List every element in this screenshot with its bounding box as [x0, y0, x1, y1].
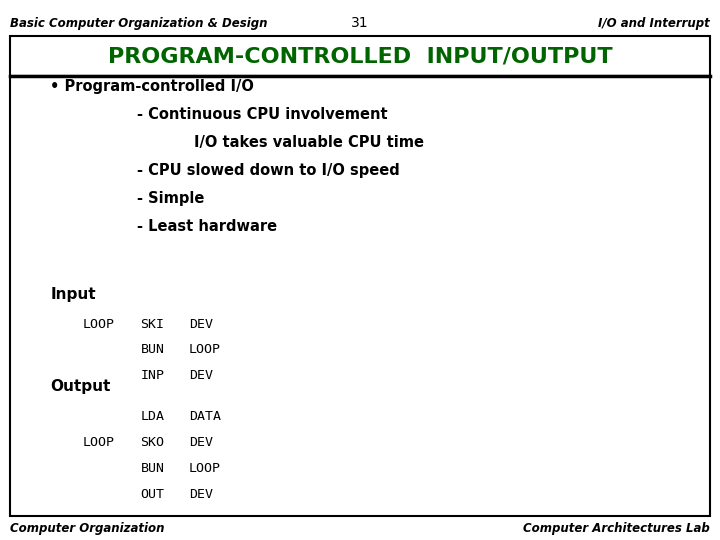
Text: • Program-controlled I/O: • Program-controlled I/O: [50, 79, 254, 94]
Text: SKI: SKI: [140, 318, 164, 330]
Text: - Continuous CPU involvement: - Continuous CPU involvement: [137, 107, 387, 122]
Bar: [10, 76, 710, 516]
Text: DEV: DEV: [189, 488, 212, 501]
Text: DEV: DEV: [189, 436, 212, 449]
Text: OUT: OUT: [140, 488, 164, 501]
Text: Input: Input: [50, 287, 96, 302]
Text: PROGRAM-CONTROLLED  INPUT/OUTPUT: PROGRAM-CONTROLLED INPUT/OUTPUT: [108, 46, 612, 66]
Text: - CPU slowed down to I/O speed: - CPU slowed down to I/O speed: [137, 163, 400, 178]
Text: INP: INP: [140, 369, 164, 382]
Text: - Simple: - Simple: [137, 191, 204, 206]
Text: LOOP: LOOP: [189, 462, 220, 475]
Text: BUN: BUN: [140, 343, 164, 356]
Text: DEV: DEV: [189, 369, 212, 382]
Text: BUN: BUN: [140, 462, 164, 475]
Text: Output: Output: [50, 379, 111, 394]
Text: 31: 31: [351, 16, 369, 30]
Text: Computer Organization: Computer Organization: [10, 522, 165, 535]
Text: LOOP: LOOP: [83, 436, 114, 449]
Text: I/O and Interrupt: I/O and Interrupt: [598, 17, 710, 30]
Text: LOOP: LOOP: [189, 343, 220, 356]
Bar: [10, 37, 710, 76]
Text: SKO: SKO: [140, 436, 164, 449]
Text: LDA: LDA: [140, 410, 164, 423]
Text: LOOP: LOOP: [83, 318, 114, 330]
Text: I/O takes valuable CPU time: I/O takes valuable CPU time: [194, 135, 424, 150]
Text: DATA: DATA: [189, 410, 220, 423]
Text: Computer Architectures Lab: Computer Architectures Lab: [523, 522, 710, 535]
Text: Basic Computer Organization & Design: Basic Computer Organization & Design: [10, 17, 268, 30]
Text: - Least hardware: - Least hardware: [137, 219, 277, 234]
Text: DEV: DEV: [189, 318, 212, 330]
